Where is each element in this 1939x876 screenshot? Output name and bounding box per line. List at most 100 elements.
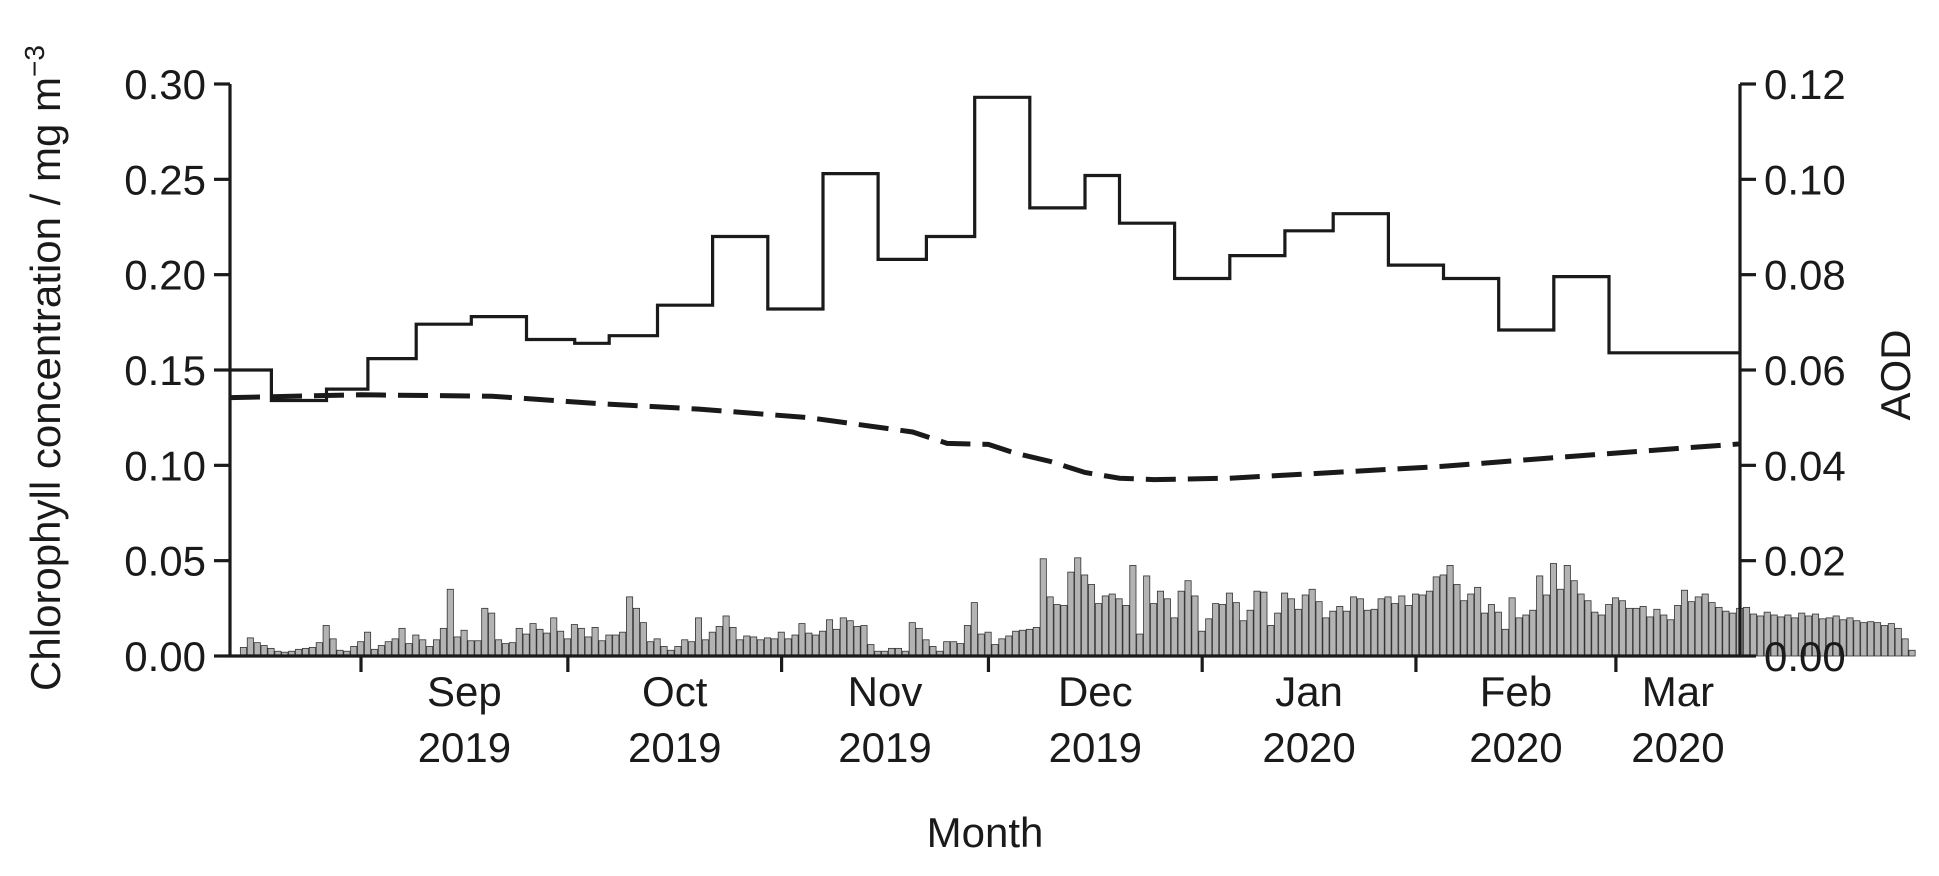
aod-bar: [488, 612, 496, 657]
aod-bar: [495, 639, 503, 657]
aod-bar: [564, 638, 572, 657]
aod-bar: [1067, 571, 1075, 657]
aod-bar: [1453, 584, 1461, 657]
aod-bar: [1605, 604, 1613, 657]
aod-bar: [839, 617, 847, 657]
aod-bar: [1198, 630, 1206, 657]
aod-bar: [1191, 595, 1199, 657]
aod-bar: [1818, 618, 1826, 657]
aod-bar: [1418, 594, 1426, 657]
aod-bar: [1101, 595, 1109, 657]
y-right-tick-label: 0.04: [1764, 442, 1846, 489]
aod-bar: [357, 641, 365, 657]
aod-bar: [1680, 589, 1689, 657]
aod-bar: [791, 634, 799, 657]
aod-bar: [508, 642, 516, 657]
aod-bar: [1246, 609, 1254, 657]
aod-bar: [584, 636, 592, 657]
y-right-tick-label: 0.06: [1764, 347, 1846, 394]
aod-bar: [1405, 605, 1413, 657]
aod-bar: [1129, 565, 1137, 657]
y-axis-left-title-main: Chlorophyll concentration / mg m: [22, 77, 69, 691]
aod-bar: [1019, 629, 1027, 657]
aod-bar: [391, 638, 399, 657]
x-tick-label-year: 2020: [1262, 724, 1355, 771]
aod-bar: [1708, 602, 1716, 657]
aod-bar: [1356, 598, 1364, 657]
aod-bar: [1646, 616, 1654, 657]
aod-bar: [1839, 619, 1847, 657]
aod-bar: [536, 628, 544, 657]
aod-bar: [515, 627, 523, 657]
aod-bar: [1432, 576, 1440, 657]
aod-bar: [619, 631, 627, 657]
y-left-tick-label: 0.05: [124, 538, 206, 585]
aod-bar: [384, 641, 392, 657]
aod-bar: [1412, 593, 1420, 657]
aod-bar: [1225, 592, 1233, 657]
aod-bar: [777, 631, 785, 657]
x-tick-label-month: Nov: [848, 668, 923, 715]
y-right-tick-label: 0.00: [1764, 633, 1846, 680]
aod-bar: [1577, 593, 1585, 657]
aod-bar: [915, 627, 923, 657]
aod-bar: [1763, 611, 1771, 657]
y-left-tick-label: 0.00: [124, 633, 206, 680]
aod-bar: [522, 633, 530, 657]
aod-bar: [1287, 598, 1295, 657]
aod-bar: [1122, 605, 1130, 657]
aod-bar: [1901, 638, 1909, 657]
aod-bar: [626, 596, 634, 657]
aod-bar: [1722, 610, 1730, 657]
aod-bar: [1584, 600, 1592, 657]
aod-bar: [695, 617, 703, 657]
aod-bar: [750, 636, 758, 657]
aod-bar: [653, 638, 661, 657]
aod-bar: [1336, 606, 1344, 657]
y-axis-left-title-superscript: −3: [19, 45, 50, 77]
aod-bar: [846, 620, 854, 657]
aod-bar: [1081, 574, 1089, 657]
aod-bar: [1639, 606, 1647, 657]
aod-bar: [598, 640, 606, 657]
x-tick-label-month: Feb: [1480, 668, 1552, 715]
aod-bar: [708, 631, 716, 657]
x-tick-label-year: 2020: [1631, 724, 1724, 771]
aod-bar: [1653, 608, 1661, 657]
aod-bar: [322, 625, 330, 657]
aod-bar: [1322, 617, 1330, 657]
aod-bar: [1439, 574, 1447, 657]
aod-bar: [1784, 614, 1792, 657]
aod-bar: [1170, 617, 1178, 657]
aod-bar: [1825, 617, 1833, 657]
x-tick-label-year: 2019: [628, 724, 721, 771]
aod-bar: [1239, 620, 1247, 657]
aod-bar: [1467, 593, 1475, 657]
aod-bar: [950, 641, 958, 657]
aod-bar: [805, 632, 813, 657]
aod-bar: [1625, 607, 1633, 657]
aod-bar: [1618, 600, 1626, 657]
aod-bar: [1391, 603, 1399, 657]
aod-bar: [1163, 598, 1171, 657]
aod-bar: [1060, 605, 1068, 657]
aod-bar: [1612, 597, 1620, 657]
aod-bar: [1549, 563, 1558, 657]
aod-bar: [998, 638, 1006, 657]
aod-bar: [1674, 605, 1682, 657]
aod-bar: [1515, 617, 1523, 657]
aod-bar: [1556, 588, 1564, 657]
aod-bar: [1598, 614, 1606, 657]
aod-bar: [1832, 615, 1840, 657]
aod-bar: [1908, 649, 1916, 657]
aod-bar: [1046, 596, 1054, 657]
aod-bar: [1377, 598, 1385, 657]
aod-bar: [1481, 612, 1489, 657]
aod-bar: [632, 607, 640, 657]
aod-bar: [1212, 603, 1220, 657]
aod-bar: [315, 642, 323, 657]
x-axis-title: Month: [927, 809, 1044, 856]
aod-bar: [957, 643, 965, 657]
x-tick-label-month: Mar: [1642, 668, 1714, 715]
y-left-tick-label: 0.15: [124, 347, 206, 394]
